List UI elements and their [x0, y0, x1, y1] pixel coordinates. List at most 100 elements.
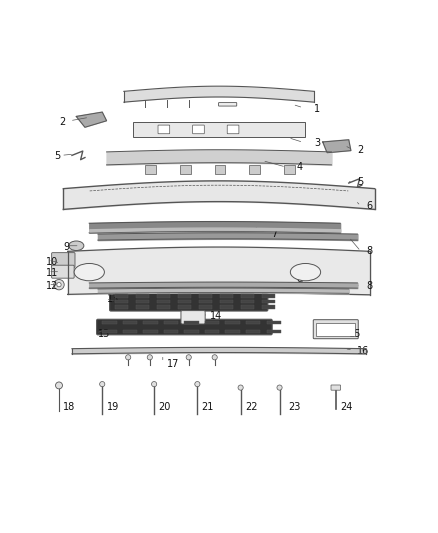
Ellipse shape	[69, 241, 84, 251]
FancyBboxPatch shape	[97, 319, 272, 335]
Bar	[220, 305, 233, 309]
Bar	[164, 330, 178, 333]
Bar	[157, 305, 170, 309]
Text: 7: 7	[271, 229, 277, 239]
Bar	[145, 165, 156, 174]
Text: 22: 22	[245, 402, 258, 412]
Bar	[115, 300, 128, 303]
Text: 8: 8	[366, 281, 372, 291]
FancyBboxPatch shape	[193, 125, 204, 134]
Bar	[262, 305, 275, 309]
FancyBboxPatch shape	[181, 311, 205, 324]
Bar	[164, 321, 178, 324]
Circle shape	[238, 385, 243, 390]
Circle shape	[212, 355, 217, 360]
Text: 10: 10	[46, 257, 58, 267]
Bar	[226, 330, 240, 333]
Circle shape	[54, 279, 64, 290]
Text: 17: 17	[167, 359, 180, 369]
Bar	[199, 294, 212, 297]
Bar	[262, 294, 275, 297]
Bar	[115, 294, 128, 297]
Circle shape	[277, 385, 282, 390]
Bar	[184, 321, 199, 324]
Text: 18: 18	[64, 402, 76, 412]
Bar	[241, 294, 254, 297]
FancyBboxPatch shape	[313, 320, 358, 338]
Bar	[102, 321, 117, 324]
Text: 15: 15	[349, 328, 361, 338]
FancyBboxPatch shape	[227, 125, 239, 134]
Bar	[199, 300, 212, 303]
Text: 12: 12	[46, 281, 58, 291]
Circle shape	[147, 355, 152, 360]
Bar	[241, 305, 254, 309]
Bar	[136, 300, 149, 303]
FancyBboxPatch shape	[316, 322, 355, 336]
Bar	[178, 305, 191, 309]
Bar	[123, 321, 137, 324]
Text: 4: 4	[297, 162, 303, 172]
Bar	[205, 330, 219, 333]
Bar	[115, 305, 128, 309]
Circle shape	[152, 382, 157, 387]
Polygon shape	[76, 112, 106, 127]
Bar	[143, 330, 158, 333]
Circle shape	[195, 382, 200, 387]
Bar	[246, 330, 260, 333]
Text: 23: 23	[288, 402, 300, 412]
Text: 16: 16	[357, 346, 370, 356]
Bar	[157, 294, 170, 297]
FancyBboxPatch shape	[110, 292, 268, 311]
Text: 3: 3	[314, 138, 320, 148]
FancyBboxPatch shape	[52, 265, 74, 278]
Text: 21: 21	[202, 402, 214, 412]
Circle shape	[56, 382, 63, 389]
Text: 2: 2	[59, 117, 65, 127]
Text: 20: 20	[159, 402, 171, 412]
Bar	[199, 305, 212, 309]
Text: 2: 2	[357, 145, 364, 155]
Text: 19: 19	[106, 402, 119, 412]
Bar	[102, 330, 117, 333]
Text: 9: 9	[64, 242, 70, 252]
Text: 11: 11	[46, 268, 58, 278]
Text: 5: 5	[357, 177, 364, 187]
Bar	[157, 300, 170, 303]
Bar	[267, 330, 281, 333]
FancyBboxPatch shape	[219, 103, 237, 106]
Bar	[143, 321, 158, 324]
Bar	[136, 294, 149, 297]
Bar	[123, 330, 137, 333]
FancyBboxPatch shape	[133, 122, 305, 137]
Bar	[136, 305, 149, 309]
Circle shape	[126, 355, 131, 360]
Bar	[180, 165, 191, 174]
Bar	[215, 165, 226, 174]
Bar	[246, 321, 260, 324]
FancyBboxPatch shape	[52, 253, 75, 268]
Circle shape	[100, 382, 105, 387]
Bar	[178, 294, 191, 297]
Bar	[284, 165, 295, 174]
Text: 6: 6	[366, 201, 372, 211]
Text: 14: 14	[210, 311, 223, 321]
Bar	[178, 300, 191, 303]
Bar	[184, 330, 199, 333]
FancyBboxPatch shape	[158, 125, 170, 134]
Bar	[220, 294, 233, 297]
Bar	[205, 321, 219, 324]
Bar	[267, 321, 281, 324]
Polygon shape	[323, 140, 351, 153]
Circle shape	[186, 355, 191, 360]
Ellipse shape	[290, 263, 321, 281]
Bar	[241, 300, 254, 303]
Text: 1: 1	[314, 103, 320, 114]
Ellipse shape	[74, 263, 104, 281]
Text: 5: 5	[55, 151, 61, 161]
FancyBboxPatch shape	[331, 385, 340, 390]
Bar	[220, 300, 233, 303]
Text: 13: 13	[98, 328, 110, 338]
Bar	[249, 165, 260, 174]
Text: 8: 8	[366, 246, 372, 256]
